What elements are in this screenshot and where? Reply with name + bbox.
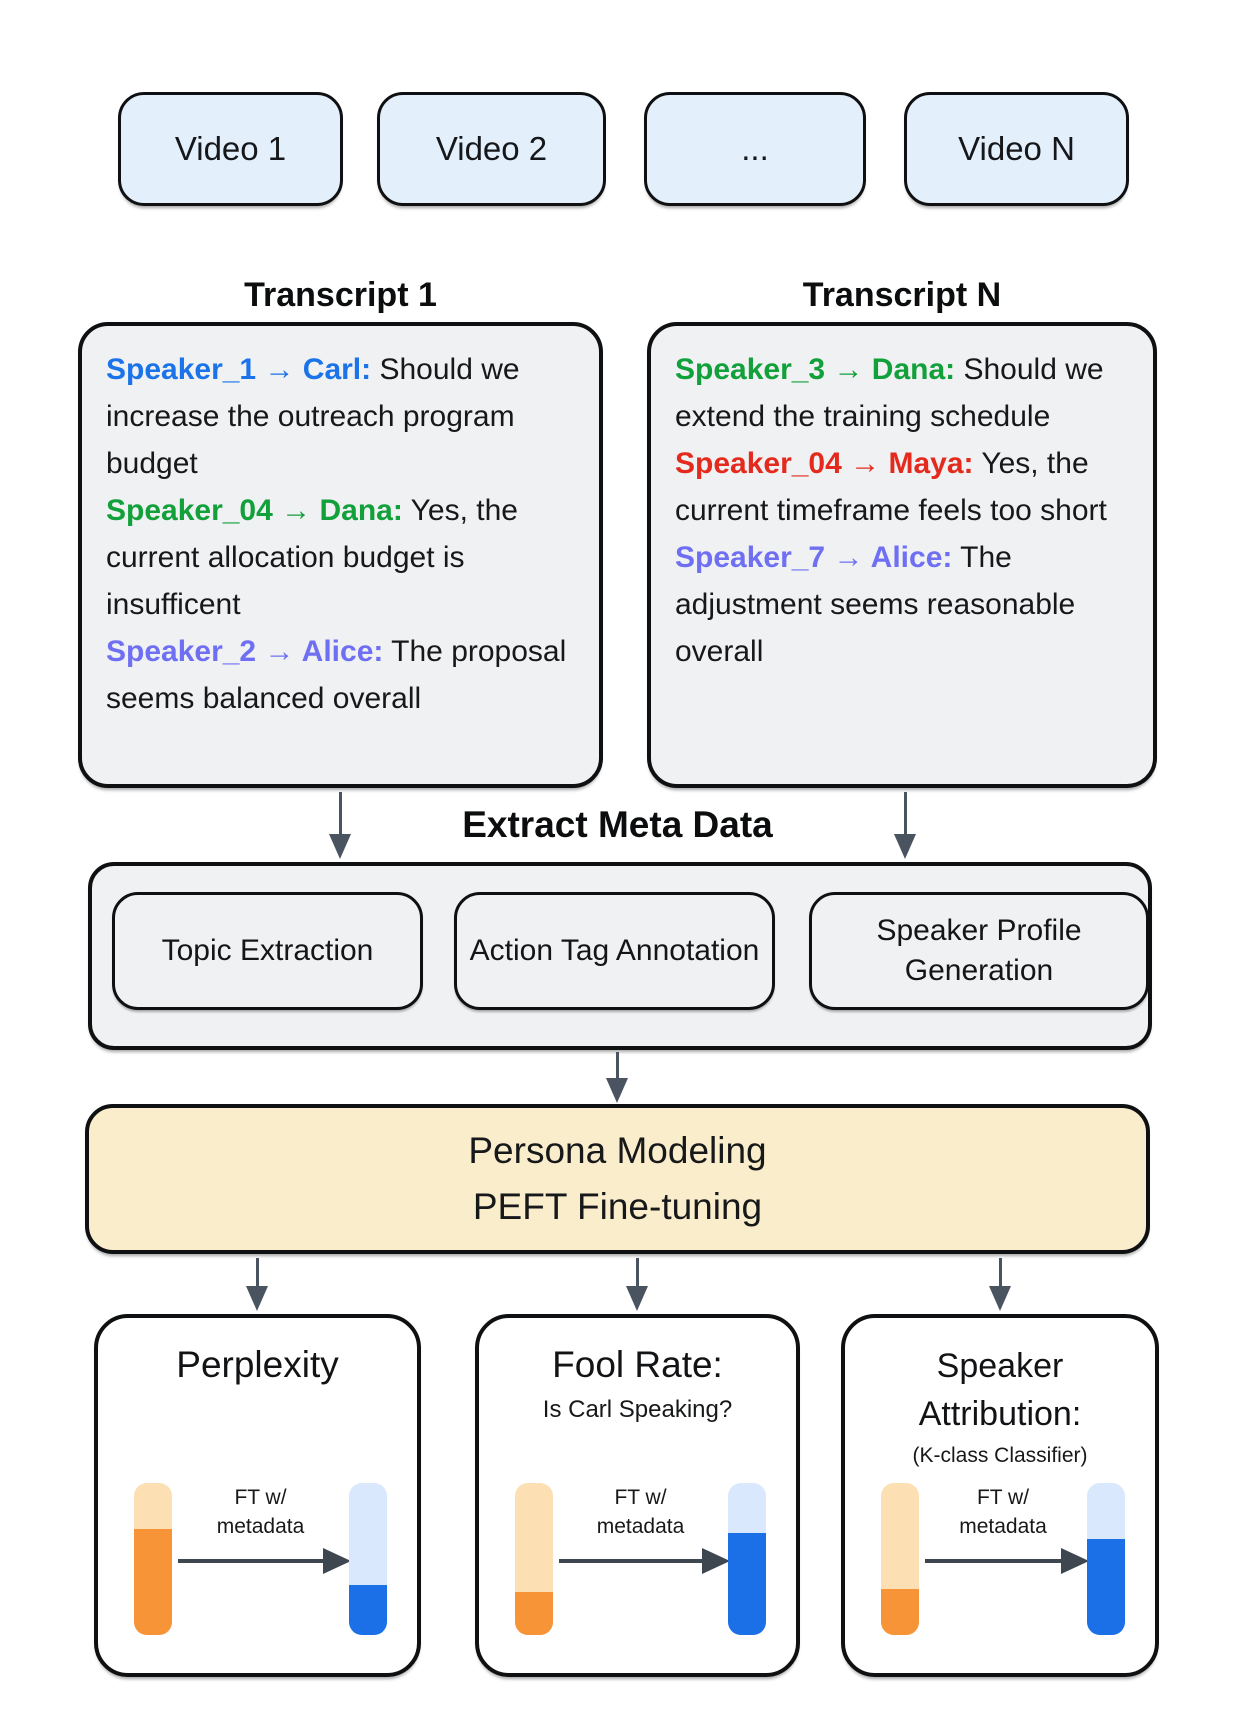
video-label: Video N [958,130,1075,167]
bar-before-ft [134,1483,172,1635]
persona-line-1: Persona Modeling [468,1130,767,1171]
arrow-right-icon [925,1559,1073,1563]
arrow-down-icon [329,792,351,859]
utterance-text: Should we increase the outreach program … [106,353,520,480]
arrow-down-icon [626,1258,648,1311]
ft-arrow: FT w/ metadata [172,1483,351,1635]
bar-fill [728,1533,766,1635]
transcript-utterance: Speaker_04 → Maya: Yes, the current time… [675,440,1129,534]
bar-before-ft [515,1483,553,1635]
ft-arrow-label: FT w/ metadata [596,1486,685,1538]
bar-before-ft [881,1483,919,1635]
evaluation-title: Speaker Attribution: [918,1347,1082,1433]
utterance-text: The adjustment seems reasonable overall [675,541,1076,668]
speaker-label: Speaker_04 → Dana: [106,494,403,527]
meta-step-label: Action Tag Annotation [469,934,760,967]
extract-meta-title: Extract Meta Data [462,804,773,845]
evaluation-title: Fool Rate: [552,1344,723,1385]
evaluation-subtitle: (K-class Classifier) [912,1444,1088,1467]
evaluation-title: Perplexity [176,1344,339,1385]
bar-fill [881,1589,919,1635]
arrow-right-head-icon [323,1548,351,1574]
transcript-utterance: Speaker_3 → Dana: Should we extend the t… [675,346,1129,440]
persona-modeling-box: Persona Modeling PEFT Fine-tuning [85,1104,1150,1254]
evaluation-box-fool-rate: Fool Rate: Is Carl Speaking? FT w/ metad… [475,1314,800,1677]
video-label: Video 1 [174,130,287,167]
speaker-label: Speaker_1 → Carl: [106,353,372,386]
transcript-n-box: Speaker_3 → Dana: Should we extend the t… [647,322,1157,788]
arrow-right-icon [178,1559,335,1563]
evaluation-subtitle: Is Carl Speaking? [542,1396,733,1423]
evaluation-box-perplexity: Perplexity FT w/ metadata [94,1314,421,1677]
arrow-down-icon [989,1258,1011,1311]
video-label: Video 2 [435,130,548,167]
bar-fill [1087,1539,1125,1635]
video-label: ... [741,130,769,167]
persona-line-2: PEFT Fine-tuning [472,1186,763,1227]
arrow-down-icon [606,1052,628,1103]
ft-arrow-label: FT w/ metadata [216,1486,305,1538]
evaluation-box-speaker-attribution: Speaker Attribution: (K-class Classifier… [841,1314,1159,1677]
transcript-utterance: Speaker_7 → Alice: The adjustment seems … [675,534,1129,675]
transcript-1-box: Speaker_1 → Carl: Should we increase the… [78,322,603,788]
bar-fill [349,1584,387,1635]
ft-arrow-label: FT w/ metadata [959,1486,1047,1538]
video-box-n: Video N [904,92,1129,206]
speaker-label: Speaker_7 → Alice: [675,541,953,574]
meta-step-speaker-profile: Speaker Profile Generation [809,892,1149,1010]
transcript-utterance: Speaker_1 → Carl: Should we increase the… [106,346,575,487]
bar-after-ft [349,1483,387,1635]
meta-step-label: Topic Extraction [161,934,374,967]
bar-comparison: FT w/ metadata [845,1483,1155,1635]
speaker-label: Speaker_04 → Maya: [675,447,974,480]
arrow-right-head-icon [702,1548,730,1574]
bar-fill [134,1528,172,1635]
utterance-text: The proposal seems balanced overall [106,635,567,715]
transcript-utterance: Speaker_04 → Dana: Yes, the current allo… [106,487,575,628]
video-box-ellipsis: ... [644,92,866,206]
utterance-text: Should we extend the training schedule [675,353,1104,433]
utterance-text: Yes, the current allocation budget is in… [106,494,518,621]
arrow-down-icon [246,1258,268,1311]
bar-comparison: FT w/ metadata [98,1483,417,1635]
meta-step-topic-extraction: Topic Extraction [112,892,423,1010]
meta-step-label: Speaker Profile Generation [876,914,1082,987]
speaker-label: Speaker_3 → Dana: [675,353,956,386]
transcript-utterance: Speaker_2 → Alice: The proposal seems ba… [106,628,575,722]
bar-after-ft [728,1483,766,1635]
arrow-right-icon [559,1559,714,1563]
bar-after-ft [1087,1483,1125,1635]
bar-comparison: FT w/ metadata [479,1483,796,1635]
arrow-right-head-icon [1061,1548,1089,1574]
video-box-2: Video 2 [377,92,606,206]
arrow-down-icon [894,792,916,859]
ft-arrow: FT w/ metadata [919,1483,1089,1635]
transcript-n-title: Transcript N [802,276,1002,314]
ft-arrow: FT w/ metadata [553,1483,730,1635]
utterance-text: Yes, the current timeframe feels too sho… [675,447,1107,527]
speaker-label: Speaker_2 → Alice: [106,635,384,668]
transcript-1-title: Transcript 1 [244,276,437,314]
video-box-1: Video 1 [118,92,343,206]
bar-fill [515,1592,553,1635]
meta-step-action-tag: Action Tag Annotation [454,892,775,1010]
